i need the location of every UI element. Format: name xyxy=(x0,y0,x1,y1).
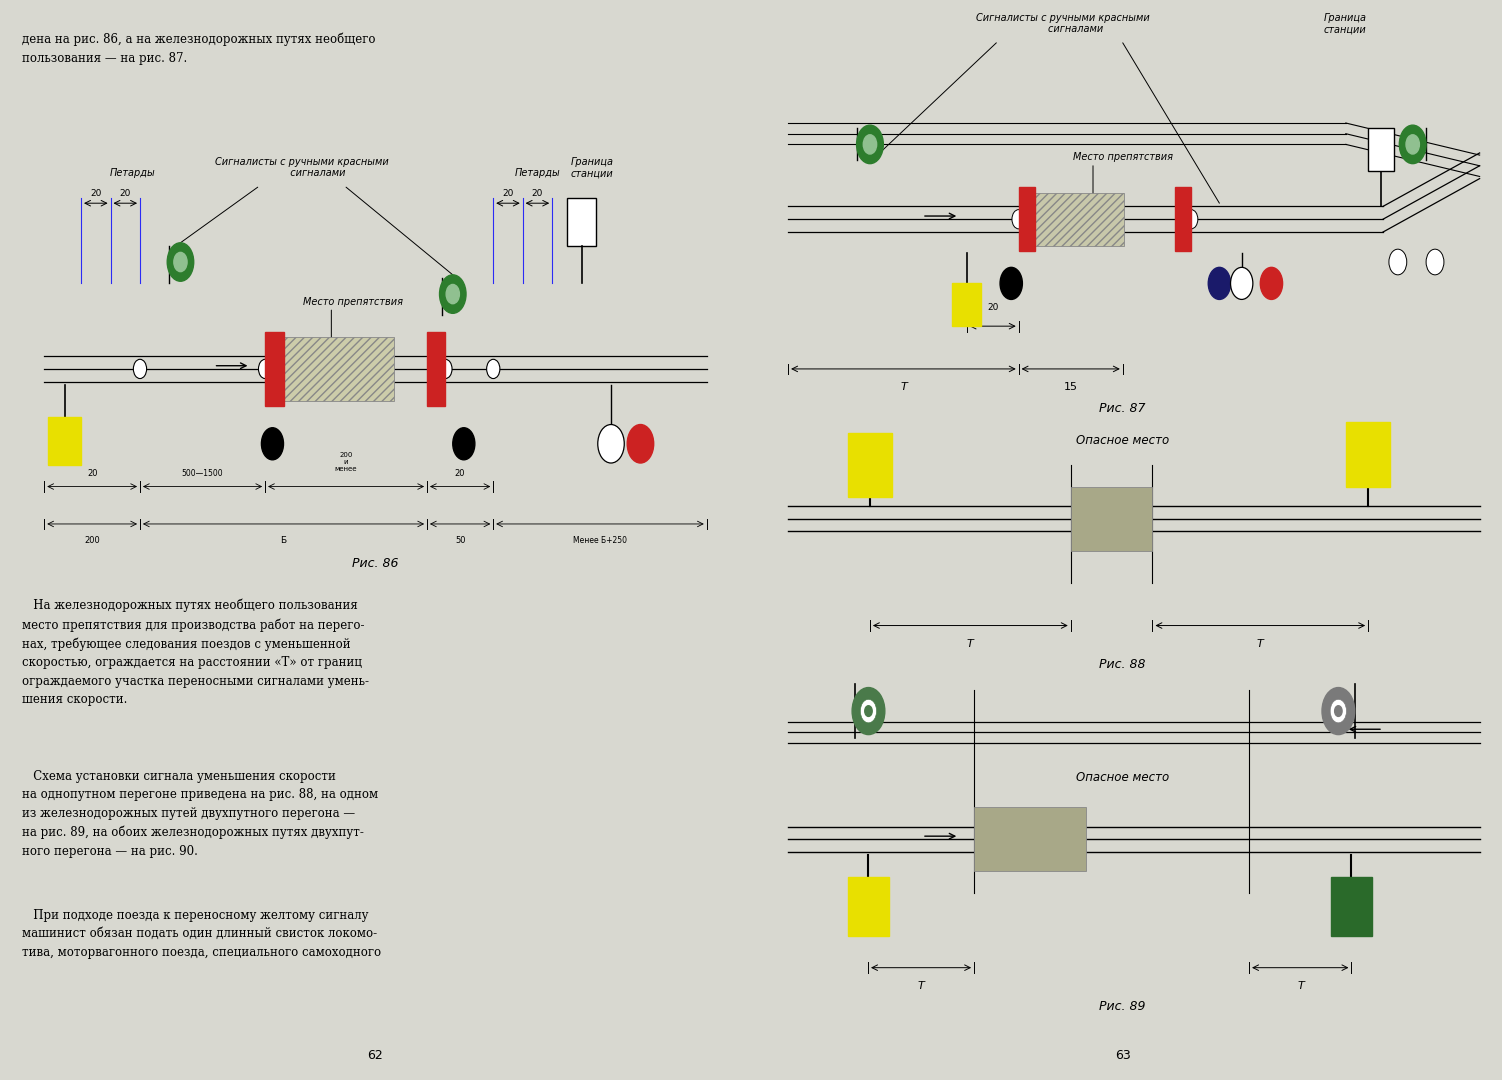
Circle shape xyxy=(852,688,885,734)
Text: Сигналисты с ручными красными
          сигналами: Сигналисты с ручными красными сигналами xyxy=(215,157,389,178)
Text: Сигналисты с ручными красными
        сигналами: Сигналисты с ручными красными сигналами xyxy=(976,13,1151,35)
Circle shape xyxy=(628,424,653,463)
Text: Граница
станции: Граница станции xyxy=(571,157,613,178)
Circle shape xyxy=(1208,268,1230,299)
Text: 20: 20 xyxy=(87,469,98,477)
Text: 20: 20 xyxy=(120,189,131,198)
Text: T: T xyxy=(1298,981,1304,991)
Circle shape xyxy=(865,705,873,716)
Circle shape xyxy=(1400,125,1425,164)
Bar xyxy=(1035,192,1123,246)
Text: T: T xyxy=(900,382,907,392)
Text: 200
и
менее: 200 и менее xyxy=(335,451,357,472)
Circle shape xyxy=(1335,705,1343,716)
Circle shape xyxy=(1389,249,1407,274)
Circle shape xyxy=(1425,249,1443,274)
Text: 20: 20 xyxy=(987,303,999,312)
Circle shape xyxy=(439,360,452,379)
Circle shape xyxy=(440,274,466,313)
Text: 20: 20 xyxy=(532,189,544,198)
Text: T: T xyxy=(1257,639,1263,649)
Bar xyxy=(266,332,284,406)
Text: 500—1500: 500—1500 xyxy=(182,469,224,477)
Circle shape xyxy=(452,428,475,460)
Text: Петарды: Петарды xyxy=(110,168,156,178)
Text: Рис. 87: Рис. 87 xyxy=(1099,402,1146,415)
Circle shape xyxy=(487,360,500,379)
Bar xyxy=(1071,487,1152,551)
Text: 63: 63 xyxy=(1114,1049,1131,1062)
Circle shape xyxy=(134,360,147,379)
Bar xyxy=(1368,129,1394,171)
Text: 15: 15 xyxy=(1063,382,1078,392)
Circle shape xyxy=(261,428,284,460)
Bar xyxy=(1175,187,1191,252)
Bar xyxy=(1331,877,1371,935)
Text: Схема установки сигнала уменьшения скорости
на однопутном перегоне приведена на : Схема установки сигнала уменьшения скоро… xyxy=(23,770,379,858)
Circle shape xyxy=(174,253,188,272)
Bar xyxy=(847,433,892,497)
Circle shape xyxy=(864,135,877,154)
Circle shape xyxy=(598,424,625,463)
Circle shape xyxy=(1322,688,1355,734)
Circle shape xyxy=(1185,210,1197,229)
Circle shape xyxy=(856,125,883,164)
Text: Менее Б+250: Менее Б+250 xyxy=(572,536,626,545)
Text: 20: 20 xyxy=(502,189,514,198)
Text: 200: 200 xyxy=(84,536,101,545)
Text: Петарды: Петарды xyxy=(515,168,560,178)
Circle shape xyxy=(258,360,272,379)
Bar xyxy=(952,283,981,326)
Circle shape xyxy=(1260,268,1283,299)
Circle shape xyxy=(1012,210,1026,229)
Bar xyxy=(427,332,446,406)
Text: При подходе поезда к переносному желтому сигналу
машинист обязан подать один дли: При подходе поезда к переносному желтому… xyxy=(23,909,382,959)
Bar xyxy=(1018,187,1035,252)
Bar xyxy=(48,417,81,465)
Bar xyxy=(566,198,596,246)
Circle shape xyxy=(167,243,194,281)
Text: 20: 20 xyxy=(455,469,466,477)
Text: T: T xyxy=(967,639,973,649)
Circle shape xyxy=(1230,268,1253,299)
Text: 50: 50 xyxy=(455,536,466,545)
Circle shape xyxy=(1000,268,1023,299)
Text: Б: Б xyxy=(281,536,287,545)
Circle shape xyxy=(446,284,460,303)
Text: Место препятствия: Место препятствия xyxy=(303,297,404,307)
Text: 20: 20 xyxy=(90,189,102,198)
Text: Место препятствия: Место препятствия xyxy=(1072,152,1173,162)
Text: 62: 62 xyxy=(368,1049,383,1062)
Text: Опасное место: Опасное место xyxy=(1075,770,1170,784)
Text: дена на рис. 86, а на железнодорожных путях необщего
пользования — на рис. 87.: дена на рис. 86, а на железнодорожных пу… xyxy=(23,32,375,65)
Bar xyxy=(284,337,394,401)
Text: Рис. 86: Рис. 86 xyxy=(353,556,398,570)
Text: Рис. 89: Рис. 89 xyxy=(1099,1000,1146,1013)
Bar xyxy=(975,808,1086,872)
Text: Рис. 88: Рис. 88 xyxy=(1099,659,1146,672)
Text: Опасное место: Опасное место xyxy=(1075,434,1170,447)
Text: T: T xyxy=(918,981,925,991)
Text: Граница
станции: Граница станции xyxy=(1323,13,1367,35)
Text: На железнодорожных путях необщего пользования
место препятствия для производства: На железнодорожных путях необщего пользо… xyxy=(23,598,369,706)
Bar xyxy=(1346,422,1391,486)
Circle shape xyxy=(1406,135,1419,154)
Bar xyxy=(847,877,889,935)
Circle shape xyxy=(861,700,877,723)
Circle shape xyxy=(1331,700,1346,723)
